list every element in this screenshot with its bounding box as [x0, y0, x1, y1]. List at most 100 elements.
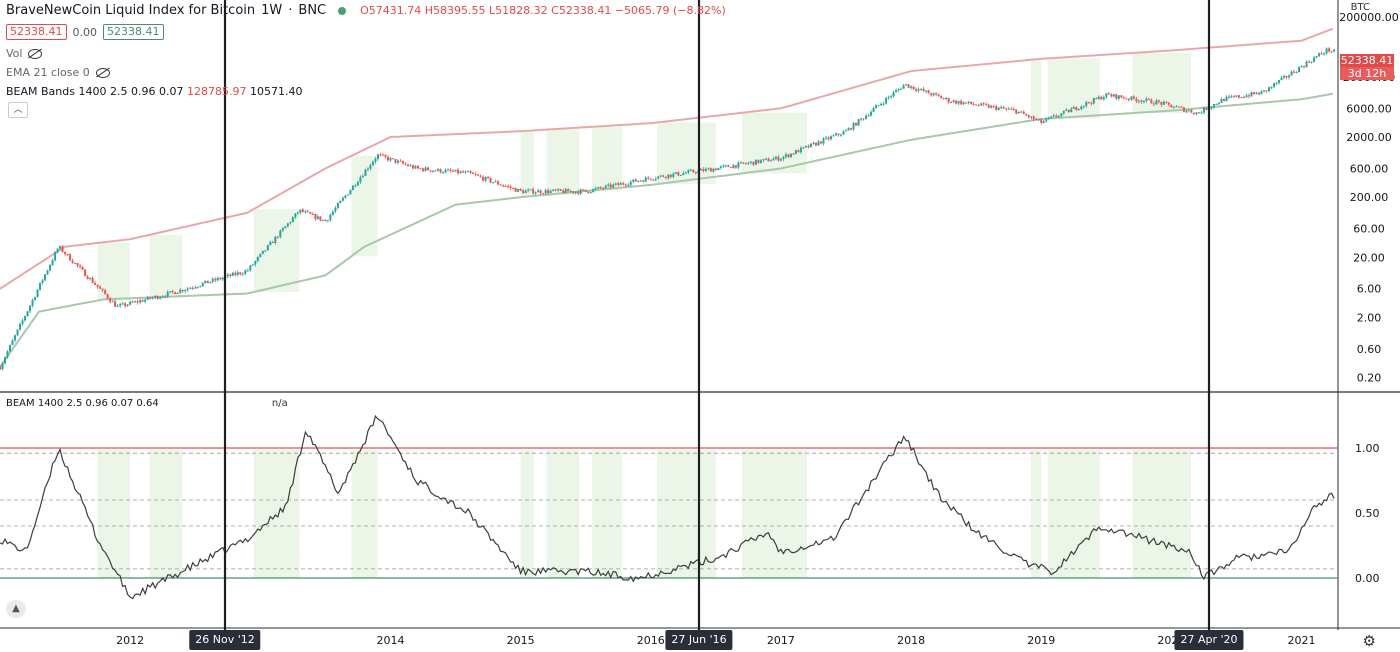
price-badges: 52338.41 0.00 52338.41: [6, 24, 164, 40]
candle-body: [842, 131, 845, 135]
candle-body: [299, 209, 302, 213]
candle-body: [502, 185, 505, 187]
candle-body: [1105, 93, 1108, 98]
candle-body: [216, 277, 219, 281]
price-tick-label: 0.60: [1357, 343, 1382, 356]
candle-body: [659, 175, 662, 177]
osc-tick-label: 0.00: [1355, 572, 1380, 585]
candle-body: [274, 236, 277, 244]
time-tick-label: 2012: [116, 634, 144, 647]
candle-body: [349, 190, 352, 195]
candle-body: [351, 185, 354, 191]
candle-body: [101, 288, 104, 291]
candle-body: [804, 145, 807, 148]
osc-shade-zone-6: [592, 450, 623, 578]
price-tick-label: 6000.00: [1346, 102, 1392, 115]
osc-shade-zone-8: [741, 450, 807, 578]
candle-body: [1242, 97, 1245, 99]
bands-indicator-row[interactable]: BEAM Bands 1400 2.5 0.96 0.07 128785.97 …: [6, 85, 302, 98]
candle-body: [629, 181, 632, 185]
candle-body: [1278, 80, 1281, 84]
candle-body: [154, 295, 157, 298]
eye-off-icon[interactable]: [28, 48, 43, 59]
sell-price-badge[interactable]: 52338.41: [6, 24, 67, 40]
beam-indicator-row[interactable]: BEAM 1400 2.5 0.96 0.07 0.64 n/a: [6, 398, 288, 409]
gear-icon[interactable]: ⚙: [1362, 632, 1376, 650]
candle-body: [1122, 97, 1125, 99]
interval-label[interactable]: 1W: [261, 3, 283, 18]
candle-body: [1275, 83, 1278, 85]
buy-price-badge[interactable]: 52338.41: [103, 24, 164, 40]
candle-body: [474, 173, 477, 175]
candle-body: [764, 158, 767, 160]
candle-body: [589, 192, 592, 194]
candle-body: [609, 184, 612, 188]
candle-body: [960, 100, 963, 105]
tradingview-logo-icon[interactable]: ▲: [6, 600, 26, 618]
candle-body: [872, 108, 875, 112]
bar-countdown-tag: 3d 12h: [1340, 67, 1394, 80]
candle-body: [301, 209, 304, 212]
market-status-icon: [338, 6, 347, 15]
candle-body: [707, 168, 710, 170]
candle-body: [892, 92, 895, 97]
candle-body: [1258, 92, 1261, 95]
candle-body: [1012, 108, 1015, 110]
candle-body: [897, 89, 900, 91]
candle-body: [394, 158, 397, 163]
lower-band-line: [0, 92, 1333, 368]
candle-body: [437, 168, 440, 171]
candle-body: [1082, 105, 1085, 107]
osc-shade-zone-10: [1047, 450, 1100, 578]
volume-indicator-row[interactable]: Vol: [6, 47, 43, 60]
candle-body: [444, 169, 447, 173]
shade-zone-6: [592, 126, 623, 191]
candle-body: [612, 184, 615, 188]
collapse-legend-button[interactable]: ︿: [8, 102, 28, 118]
candle-body: [950, 102, 953, 104]
candle-body: [144, 299, 147, 302]
candle-body: [865, 115, 868, 119]
shade-zone-4: [520, 131, 534, 198]
candle-body: [429, 170, 432, 172]
candle-body: [965, 102, 968, 104]
candle-body: [339, 200, 342, 204]
candle-body: [734, 165, 737, 168]
ema-label: EMA 21 close 0: [6, 66, 90, 79]
candle-body: [627, 184, 630, 186]
candle-body: [504, 185, 507, 187]
candle-body: [71, 260, 74, 264]
candle-body: [396, 160, 399, 163]
candle-body: [860, 118, 863, 120]
candle-body: [1167, 102, 1170, 105]
candle-body: [927, 90, 930, 94]
candle-body: [1030, 116, 1033, 118]
candle-body: [264, 250, 267, 252]
candle-body: [652, 179, 655, 181]
candle-body: [749, 161, 752, 163]
candle-body: [1042, 121, 1045, 123]
candle-body: [567, 189, 570, 192]
candle-body: [389, 158, 392, 161]
chart-header: BraveNewCoin Liquid Index for Bitcoin 1W…: [6, 3, 726, 18]
candle-body: [484, 176, 487, 181]
candle-body: [121, 303, 124, 305]
candle-body: [1240, 97, 1243, 99]
candle-body: [1090, 102, 1093, 104]
candle-body: [81, 267, 84, 270]
candle-body: [204, 280, 207, 283]
symbol-title[interactable]: BraveNewCoin Liquid Index for Bitcoin: [6, 3, 256, 18]
candle-body: [391, 158, 394, 160]
candle-body: [1237, 95, 1240, 98]
candle-body: [184, 290, 187, 292]
candle-body: [489, 178, 492, 183]
candle-body: [136, 301, 139, 303]
candle-body: [226, 274, 229, 277]
ema-indicator-row[interactable]: EMA 21 close 0: [6, 66, 110, 79]
beam-label: BEAM 1400 2.5 0.96 0.07 0.64: [6, 398, 159, 409]
eye-off-icon[interactable]: [95, 67, 110, 78]
candle-body: [19, 323, 22, 330]
candle-body: [592, 189, 595, 193]
candle-body: [664, 176, 667, 179]
